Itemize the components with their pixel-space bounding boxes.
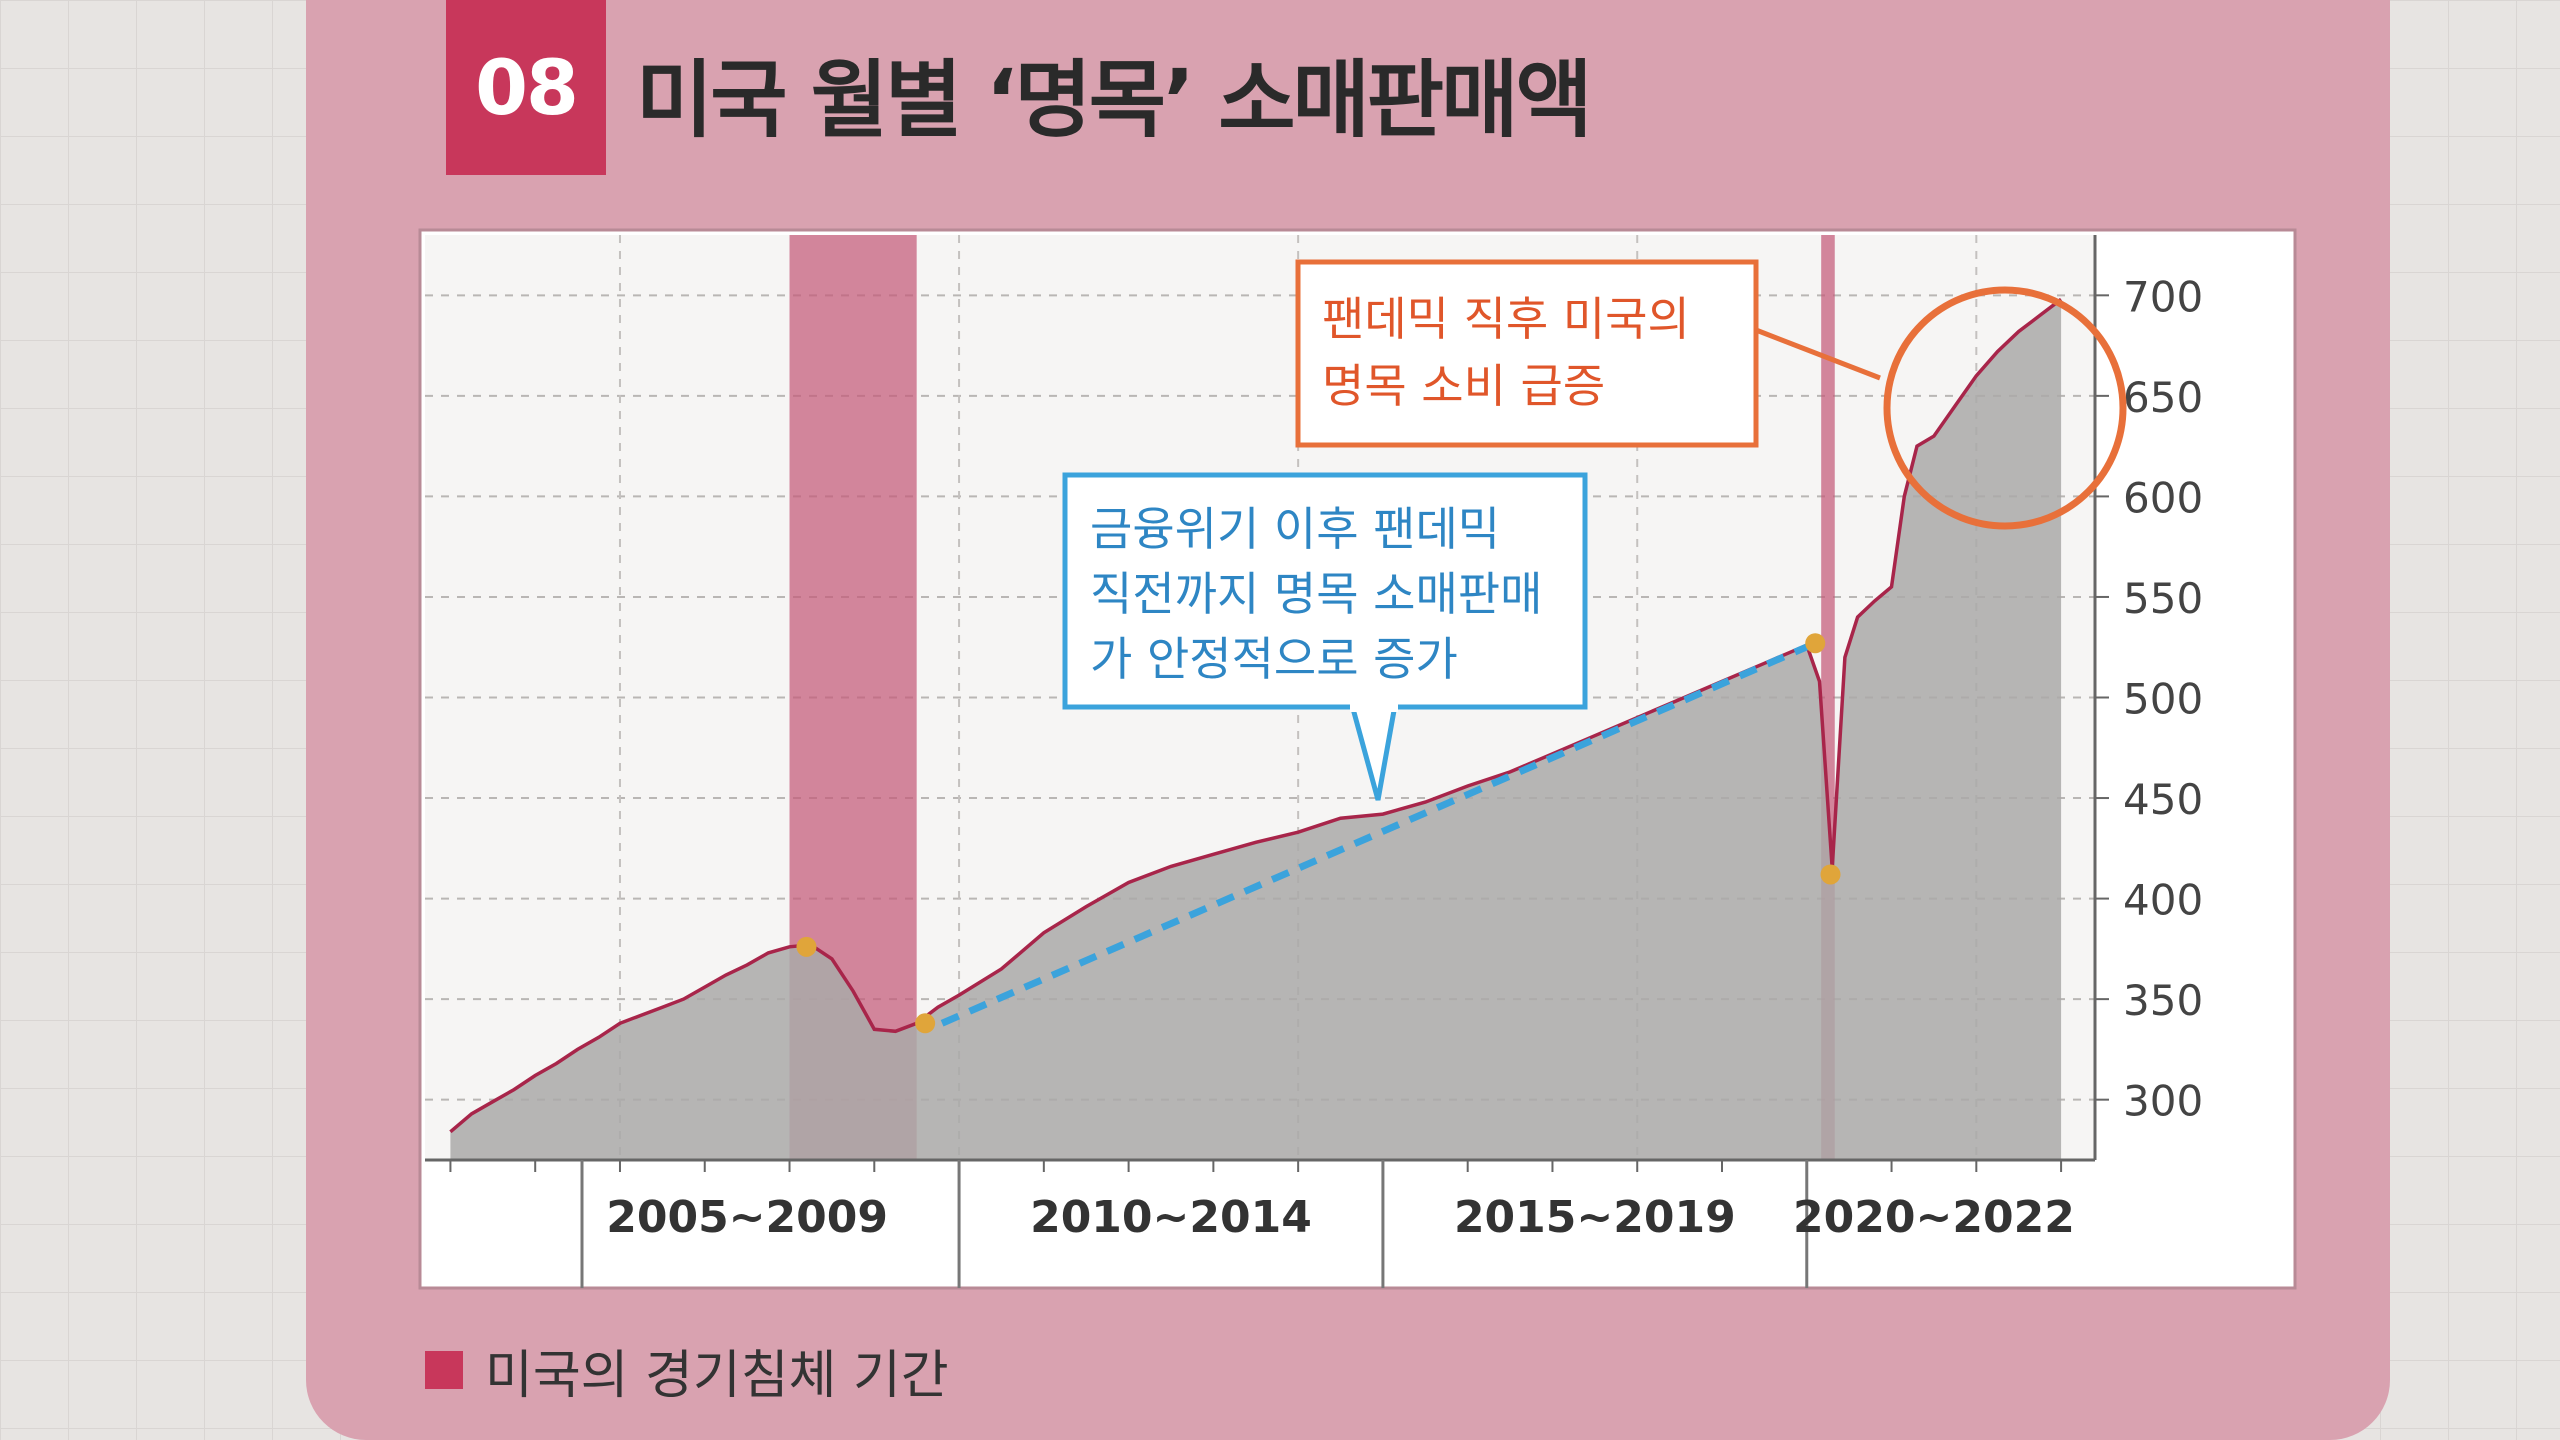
trend-callout-pointer-mask <box>1350 700 1398 712</box>
figure-number-badge: 08 <box>446 0 606 175</box>
y-tick-label-2: 400 <box>2123 876 2203 925</box>
y-tick-label-7: 650 <box>2123 373 2203 422</box>
trend-line <box>940 639 1817 1027</box>
trend-callout-line-1: 금융위기 이후 팬데믹 <box>1090 502 1500 556</box>
y-tick-label-4: 500 <box>2123 675 2203 724</box>
chart-title: 미국 월별 ‘명목’ 소매판매액 <box>636 51 1593 149</box>
pandemic-callout-pointer <box>1755 327 1881 381</box>
sales-area-fill <box>450 299 2062 1160</box>
marker-point-2 <box>1805 633 1826 654</box>
trend-callout-line-2: 직전까지 명목 소매판매 <box>1090 567 1542 621</box>
x-group-labels: 2005~2009 2010~2014 2015~2019 2020~2022 <box>580 1160 2075 1288</box>
pandemic-highlight-circle <box>1883 286 2127 530</box>
y-tick-label-6: 600 <box>2123 473 2203 522</box>
x-group-label-0: 2005~2009 <box>606 1192 888 1243</box>
y-tick-labels: 300 350 400 450 500 550 600 650 700 <box>2123 272 2203 1125</box>
y-tick-label-3: 450 <box>2123 775 2203 824</box>
marker-point-3 <box>1820 864 1841 885</box>
pandemic-callout-line-1: 팬데믹 직후 미국의 <box>1322 292 1690 346</box>
axes <box>425 235 2109 1172</box>
y-tick-label-5: 550 <box>2123 574 2203 623</box>
marker-point-0 <box>796 936 817 957</box>
x-group-label-1: 2010~2014 <box>1030 1192 1312 1243</box>
trend-callout-box <box>1062 472 1588 710</box>
x-group-label-3: 2020~2022 <box>1793 1192 2075 1243</box>
legend: 미국의 경기침체 기간 <box>425 1335 949 1406</box>
y-tick-label-0: 300 <box>2123 1077 2203 1126</box>
pandemic-callout-box <box>1295 259 1759 448</box>
pandemic-callout-line-2: 명목 소비 급증 <box>1322 359 1605 413</box>
sales-area <box>449 297 2063 1160</box>
recession-legend-swatch <box>425 1351 463 1389</box>
sales-series-line <box>449 297 2063 1134</box>
trend-dashed-line <box>940 639 1817 1027</box>
recession-legend-label: 미국의 경기침체 기간 <box>485 1345 949 1406</box>
y-tick-label-1: 350 <box>2123 976 2203 1025</box>
y-tick-label-8: 700 <box>2123 272 2203 321</box>
x-group-label-2: 2015~2019 <box>1454 1192 1736 1243</box>
pandemic-callout: 팬데믹 직후 미국의 명목 소비 급증 <box>1295 259 2127 530</box>
markers <box>796 633 1841 1034</box>
trend-callout-line-3: 가 안정적으로 증가 <box>1090 632 1458 686</box>
trend-callout-pointer <box>1349 704 1398 801</box>
marker-point-1 <box>915 1013 936 1034</box>
trend-callout: 금융위기 이후 팬데믹 직전까지 명목 소매판매 가 안정적으로 증가 <box>1062 472 1588 801</box>
